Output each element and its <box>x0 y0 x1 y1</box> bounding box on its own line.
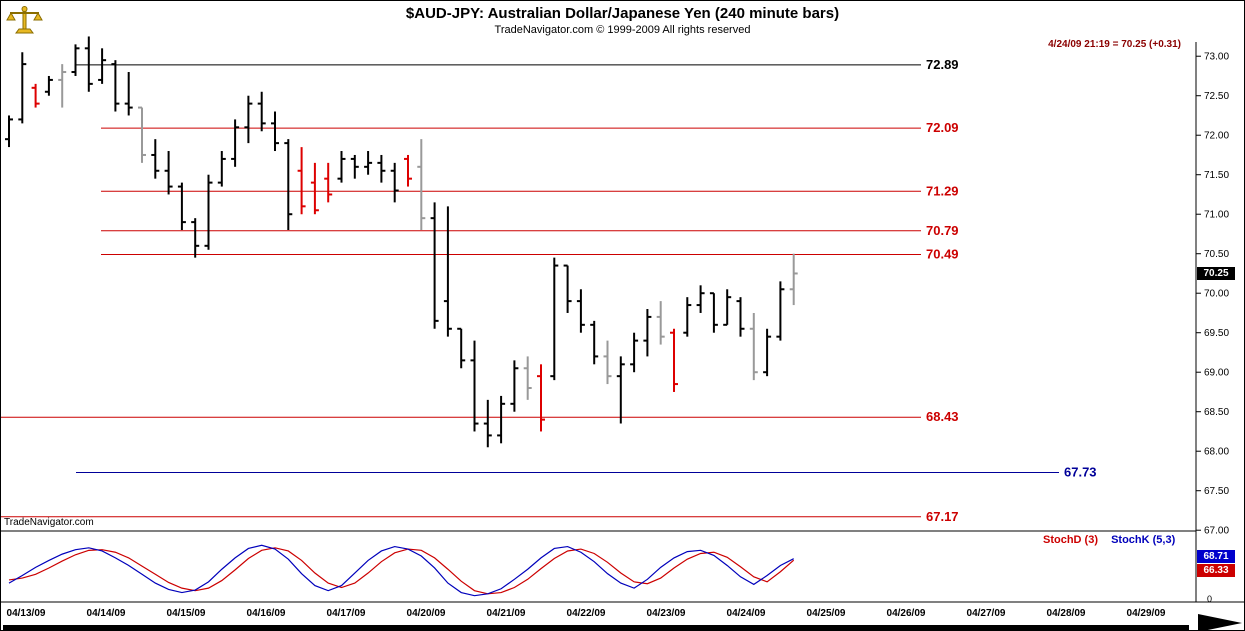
stochd-value-badge: 66.33 <box>1197 564 1235 577</box>
stochd-line <box>8 547 795 595</box>
date-label: 04/14/09 <box>86 608 126 619</box>
scales-of-justice-icon <box>6 5 44 37</box>
price-tick-label: 69.50 <box>1204 328 1229 339</box>
last-quote-info: 4/24/09 21:19 = 70.25 (+0.31) <box>1048 39 1181 50</box>
level-label: 67.17 <box>926 509 959 524</box>
stochk-value-badge: 68.71 <box>1197 550 1235 563</box>
last-price-badge: 70.25 <box>1197 267 1235 280</box>
date-label: 04/24/09 <box>726 608 766 619</box>
scroll-right-arrow-icon[interactable] <box>1198 614 1242 630</box>
price-tick-label: 67.50 <box>1204 486 1229 497</box>
date-label: 04/15/09 <box>166 608 206 619</box>
level-label: 68.43 <box>926 409 959 424</box>
price-tick-label: 67.00 <box>1204 526 1229 537</box>
price-tick-label: 70.00 <box>1204 289 1229 300</box>
date-label: 04/17/09 <box>326 608 366 619</box>
price-tick-label: 71.50 <box>1204 170 1229 181</box>
price-tick-label: 70.50 <box>1204 249 1229 260</box>
price-tick-label: 73.00 <box>1204 52 1229 63</box>
horizontal-scrollbar[interactable] <box>3 625 1189 630</box>
stochk-line <box>8 544 794 597</box>
date-label: 04/23/09 <box>646 608 686 619</box>
date-label: 04/22/09 <box>566 608 606 619</box>
date-label: 04/13/09 <box>6 608 46 619</box>
price-tick-label: 69.00 <box>1204 368 1229 379</box>
date-label: 04/20/09 <box>406 608 446 619</box>
date-axis: 04/13/09 04/14/09 04/15/09 04/16/09 04/17/09… <box>1 608 1244 624</box>
date-label: 04/27/09 <box>966 608 1006 619</box>
level-label: 71.29 <box>926 183 959 198</box>
price-tick-label: 72.00 <box>1204 131 1229 142</box>
chart-subtitle: TradeNavigator.com © 1999-2009 All right… <box>494 24 751 36</box>
price-tick-label: 68.00 <box>1204 447 1229 458</box>
date-label: 04/28/09 <box>1046 608 1086 619</box>
date-label: 04/25/09 <box>806 608 846 619</box>
date-label: 04/21/09 <box>486 608 526 619</box>
stoch-legend: StochD (3) StochK (5,3) <box>1043 534 1193 546</box>
stochk-label: StochK (5,3) <box>1111 534 1176 546</box>
level-label: 72.09 <box>926 120 959 135</box>
price-tick-label: 71.00 <box>1204 210 1229 221</box>
level-label: 67.73 <box>1064 465 1097 480</box>
date-label: 04/29/09 <box>1126 608 1166 619</box>
price-tick-label: 72.50 <box>1204 91 1229 102</box>
date-label: 04/26/09 <box>886 608 926 619</box>
stochd-label: StochD (3) <box>1043 534 1098 546</box>
date-label: 04/16/09 <box>246 608 286 619</box>
level-label: 70.79 <box>926 223 959 238</box>
stoch-zero-label: 0 <box>1207 594 1213 604</box>
price-tick-label: 68.50 <box>1204 407 1229 418</box>
watermark-text: TradeNavigator.com <box>4 517 94 528</box>
chart-title: $AUD-JPY: Australian Dollar/Japanese Yen… <box>405 5 840 22</box>
level-label: 72.89 <box>926 57 959 72</box>
level-label: 70.49 <box>926 247 959 262</box>
